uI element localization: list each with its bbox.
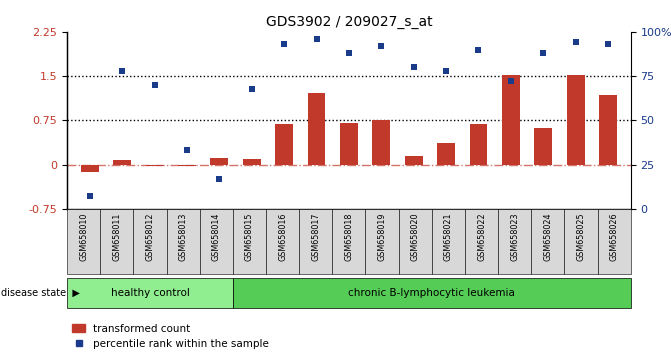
Text: GSM658022: GSM658022	[477, 212, 486, 261]
Legend: transformed count, percentile rank within the sample: transformed count, percentile rank withi…	[72, 324, 269, 349]
Point	[149, 82, 160, 88]
Point	[311, 36, 322, 42]
Bar	[178, 165, 196, 166]
Point	[376, 43, 386, 49]
Text: GSM658019: GSM658019	[378, 212, 386, 261]
Bar	[405, 156, 423, 165]
Bar	[307, 93, 325, 165]
Point	[246, 86, 257, 91]
Text: GSM658021: GSM658021	[444, 212, 453, 261]
Text: GSM658020: GSM658020	[411, 212, 420, 261]
Bar	[372, 120, 391, 165]
Title: GDS3902 / 209027_s_at: GDS3902 / 209027_s_at	[266, 16, 432, 29]
Text: GSM658016: GSM658016	[278, 212, 287, 261]
Point	[505, 79, 516, 84]
Text: GSM658025: GSM658025	[576, 212, 586, 261]
Bar	[534, 128, 552, 165]
Text: healthy control: healthy control	[111, 288, 189, 298]
Text: GSM658017: GSM658017	[311, 212, 320, 261]
Bar	[146, 165, 164, 166]
Text: GSM658013: GSM658013	[178, 212, 188, 261]
Bar	[113, 160, 131, 165]
Point	[182, 148, 193, 153]
Bar	[437, 143, 455, 165]
Point	[570, 40, 581, 45]
Bar	[567, 75, 584, 165]
Bar	[502, 75, 520, 165]
Bar	[81, 165, 99, 172]
Bar	[275, 125, 293, 165]
Point	[85, 194, 95, 199]
Bar	[340, 123, 358, 165]
Point	[538, 50, 549, 56]
Bar	[470, 125, 487, 165]
Text: GSM658023: GSM658023	[510, 212, 519, 261]
Text: chronic B-lymphocytic leukemia: chronic B-lymphocytic leukemia	[348, 288, 515, 298]
Text: GSM658024: GSM658024	[544, 212, 552, 261]
Point	[409, 64, 419, 70]
Bar	[243, 159, 260, 165]
Text: GSM658015: GSM658015	[245, 212, 254, 261]
Text: GSM658011: GSM658011	[112, 212, 121, 261]
Point	[441, 68, 452, 74]
Text: GSM658012: GSM658012	[146, 212, 154, 261]
Text: GSM658026: GSM658026	[610, 212, 619, 261]
Point	[214, 176, 225, 182]
Point	[473, 47, 484, 52]
Point	[278, 41, 289, 47]
Text: GSM658018: GSM658018	[344, 212, 354, 261]
Text: GSM658010: GSM658010	[79, 212, 88, 261]
Point	[603, 41, 613, 47]
Point	[117, 68, 127, 74]
Text: disease state  ▶: disease state ▶	[1, 288, 81, 298]
Bar	[599, 95, 617, 165]
Bar	[211, 158, 228, 165]
Point	[344, 50, 354, 56]
Text: GSM658014: GSM658014	[212, 212, 221, 261]
